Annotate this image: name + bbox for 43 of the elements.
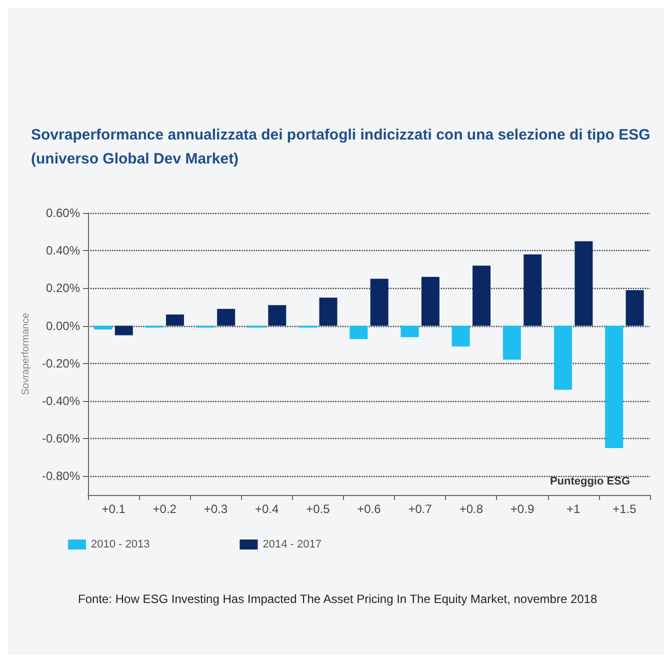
- legend-label: 2014 - 2017: [262, 538, 322, 550]
- bar: [319, 298, 338, 326]
- x-tick-label: +1: [566, 502, 581, 516]
- y-tick-label: 0.20%: [46, 281, 80, 296]
- y-tick-label: -0.60%: [42, 432, 80, 446]
- bar: [370, 278, 388, 326]
- legend-label: 2010 - 2013: [91, 538, 150, 550]
- x-tick-label: +0.4: [254, 502, 279, 516]
- bar: [421, 276, 440, 326]
- chart-title: Sovraperformance annualizzata dei portafogli indicizzati con una selezione di tipo ESG (universo Global Dev Market): [31, 126, 650, 168]
- y-tick-label: 0.00%: [46, 318, 80, 333]
- x-axis-title: Punteggio ESG: [550, 476, 630, 488]
- y-tick-label: -0.40%: [42, 394, 80, 408]
- x-tick-label: +0.2: [152, 502, 177, 516]
- x-tick-label: +0.3: [204, 502, 228, 516]
- bar: [400, 326, 419, 338]
- y-tick-label: 0.40%: [46, 244, 80, 258]
- bar: [350, 326, 368, 339]
- x-tick-label: +1.5: [612, 502, 637, 516]
- x-tick-label: +0.7: [408, 502, 432, 516]
- bar: [574, 241, 593, 326]
- x-tick-label: +0.1: [102, 502, 126, 516]
- bar: [452, 326, 470, 346]
- x-tick-label: +0.6: [357, 502, 382, 516]
- y-tick-label: 0.60%: [46, 206, 80, 220]
- bar: [605, 326, 624, 448]
- bar: [626, 290, 644, 326]
- source-note: Fonte: How ESG Investing Has Impacted The Asset Pricing In The Equity Market, novembre 2018: [78, 592, 598, 606]
- y-tick-label: -0.80%: [42, 469, 80, 484]
- x-tick-label: +0.8: [459, 502, 484, 516]
- bar: [114, 326, 133, 336]
- y-tick-label: -0.20%: [42, 356, 80, 370]
- bar: [217, 308, 236, 326]
- x-tick-label: +0.9: [510, 502, 534, 516]
- bar: [502, 326, 521, 360]
- bar: [94, 326, 112, 330]
- bar: [166, 314, 184, 326]
- bar: [554, 326, 572, 390]
- x-tick-label: +0.5: [306, 502, 330, 516]
- bar: [472, 266, 491, 326]
- bar: [524, 254, 542, 326]
- bar: [268, 305, 286, 326]
- y-axis-title: Sovraperformance: [20, 312, 32, 396]
